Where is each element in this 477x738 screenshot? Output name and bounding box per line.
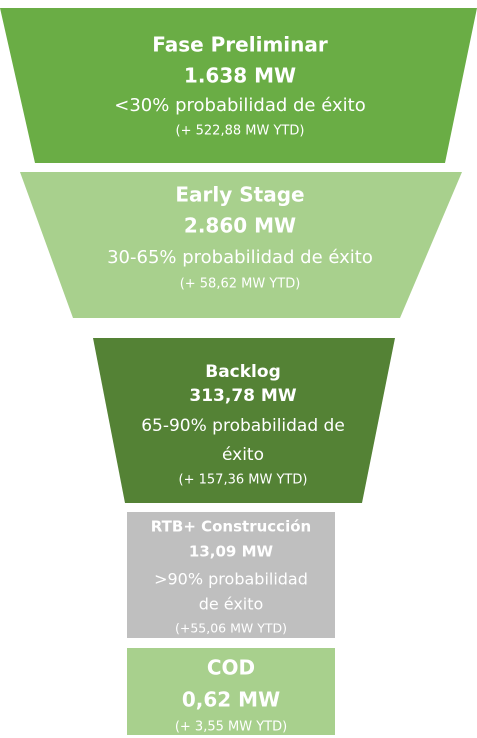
stage-title: RTB+ Construcción: [151, 518, 311, 536]
stage-title: Fase Preliminar: [152, 33, 328, 57]
stage-value: 2.860 MW: [184, 214, 296, 238]
stage-value: 0,62 MW: [182, 688, 280, 712]
stage-title: COD: [207, 656, 255, 680]
stage-title: Backlog: [205, 362, 281, 382]
stage-shape: [93, 338, 395, 503]
stage-shape: [20, 172, 462, 318]
stage-value: 13,09 MW: [189, 543, 274, 561]
stage-shape: [0, 8, 477, 163]
stage-ytd: (+55,06 MW YTD): [175, 621, 287, 636]
stage-shape: [127, 512, 335, 638]
stage-ytd: (+ 3,55 MW YTD): [175, 720, 287, 735]
stage-title: Early Stage: [175, 183, 304, 207]
stage-shape: [127, 648, 335, 735]
stage-probability: 30-65% probabilidad de éxito: [107, 247, 373, 268]
stage-ytd: (+ 58,62 MW YTD): [180, 277, 301, 292]
stage-probability: éxito: [222, 445, 264, 465]
stage-probability: <30% probabilidad de éxito: [114, 95, 365, 116]
stage-probability: de éxito: [199, 595, 264, 614]
stage-value: 1.638 MW: [184, 64, 296, 88]
stage-probability: 65-90% probabilidad de: [141, 416, 345, 436]
stage-ytd: (+ 522,88 MW YTD): [176, 124, 305, 139]
stage-ytd: (+ 157,36 MW YTD): [179, 473, 308, 488]
stage-probability: >90% probabilidad: [154, 570, 308, 589]
stage-value: 313,78 MW: [189, 386, 296, 406]
